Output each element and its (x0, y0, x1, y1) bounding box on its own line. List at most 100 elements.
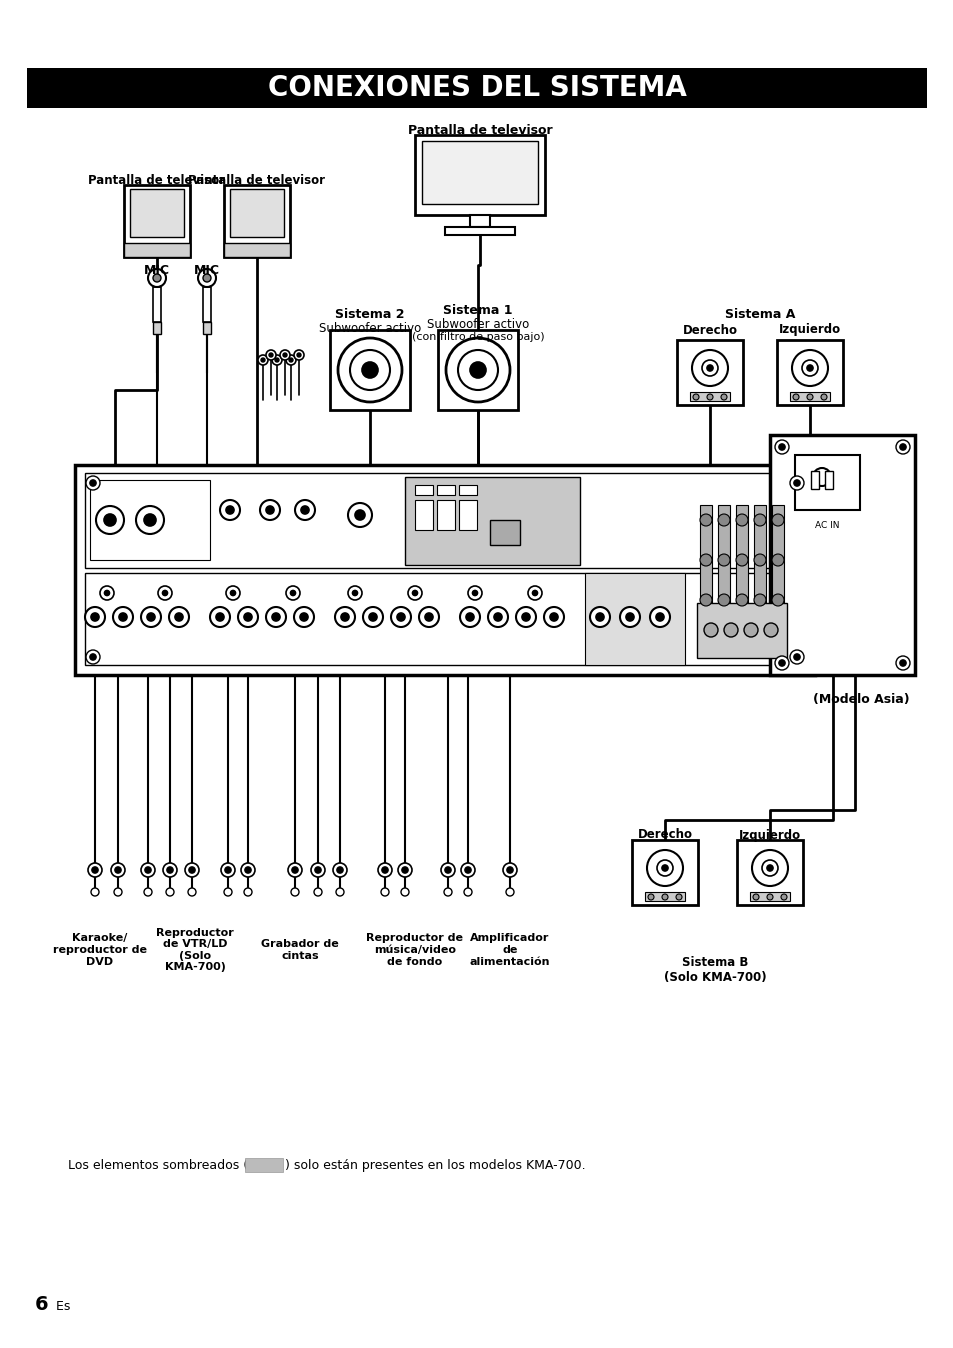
Circle shape (244, 888, 252, 896)
Circle shape (743, 623, 758, 638)
Circle shape (162, 590, 168, 596)
Circle shape (363, 607, 382, 627)
Circle shape (296, 353, 301, 357)
Circle shape (424, 613, 433, 621)
Circle shape (169, 607, 189, 627)
Circle shape (895, 439, 909, 454)
Bar (415, 135, 544, 214)
Text: 6: 6 (35, 1295, 49, 1314)
Text: Derecho: Derecho (681, 324, 737, 337)
Circle shape (718, 594, 729, 607)
Bar (677, 340, 742, 404)
Bar (458, 500, 476, 530)
Circle shape (88, 863, 102, 878)
Text: Es: Es (52, 1301, 71, 1313)
Circle shape (516, 607, 536, 627)
Circle shape (550, 613, 558, 621)
Circle shape (294, 607, 314, 627)
Circle shape (806, 394, 812, 400)
Text: Pantalla de televisor: Pantalla de televisor (407, 124, 552, 136)
Text: ) solo están presentes en los modelos KMA-700.: ) solo están presentes en los modelos KM… (285, 1158, 585, 1171)
Bar (689, 392, 729, 400)
Circle shape (244, 613, 252, 621)
Bar (437, 330, 517, 410)
Circle shape (291, 590, 295, 596)
Circle shape (444, 867, 451, 874)
Text: Pantalla de televisor: Pantalla de televisor (89, 174, 225, 186)
Bar (771, 506, 783, 635)
Circle shape (692, 394, 699, 400)
Circle shape (771, 554, 783, 566)
Text: Reproductor de
música/video
de fondo: Reproductor de música/video de fondo (366, 933, 463, 967)
Text: Sistema A: Sistema A (724, 309, 795, 322)
Circle shape (286, 586, 299, 600)
Circle shape (314, 867, 320, 874)
Bar (749, 892, 789, 900)
Circle shape (460, 863, 475, 878)
Circle shape (821, 394, 826, 400)
Circle shape (348, 586, 361, 600)
Bar (700, 506, 711, 635)
Circle shape (766, 894, 772, 900)
Bar (490, 520, 519, 545)
Circle shape (656, 613, 663, 621)
Circle shape (700, 554, 711, 566)
Circle shape (661, 865, 667, 871)
Circle shape (119, 613, 127, 621)
Circle shape (812, 468, 830, 487)
Bar (330, 330, 410, 410)
Bar (436, 485, 455, 495)
Bar (644, 892, 684, 900)
Bar (769, 435, 914, 675)
Circle shape (735, 554, 747, 566)
Circle shape (147, 613, 154, 621)
Circle shape (391, 607, 411, 627)
Bar (737, 840, 802, 905)
Circle shape (793, 480, 800, 487)
Bar (405, 477, 579, 565)
Text: AC IN: AC IN (814, 520, 839, 530)
Circle shape (203, 274, 211, 282)
Circle shape (350, 350, 390, 390)
Circle shape (283, 353, 287, 357)
Circle shape (718, 554, 729, 566)
Bar (203, 322, 211, 334)
Circle shape (649, 607, 669, 627)
Circle shape (148, 270, 166, 287)
Text: Karaoke/
reproductor de
DVD: Karaoke/ reproductor de DVD (53, 933, 147, 967)
Circle shape (274, 359, 278, 363)
Circle shape (336, 867, 343, 874)
Circle shape (335, 607, 355, 627)
Circle shape (112, 607, 132, 627)
Circle shape (401, 867, 408, 874)
Circle shape (377, 863, 392, 878)
Circle shape (691, 350, 727, 386)
Text: Los elementos sombreados (: Los elementos sombreados ( (68, 1158, 248, 1171)
Circle shape (291, 888, 298, 896)
Bar (245, 1158, 283, 1171)
Circle shape (113, 888, 122, 896)
Circle shape (792, 394, 799, 400)
Bar (75, 465, 814, 675)
Circle shape (292, 867, 297, 874)
Circle shape (86, 650, 100, 665)
Circle shape (774, 439, 788, 454)
Bar (436, 500, 455, 530)
Bar (735, 506, 747, 635)
Circle shape (703, 623, 718, 638)
Text: CONEXIONES DEL SISTEMA: CONEXIONES DEL SISTEMA (267, 74, 686, 102)
Circle shape (753, 594, 765, 607)
Circle shape (761, 860, 778, 876)
Circle shape (532, 590, 537, 596)
Circle shape (96, 506, 124, 534)
Circle shape (90, 654, 96, 661)
Circle shape (899, 661, 905, 666)
Circle shape (269, 353, 273, 357)
Circle shape (779, 443, 784, 450)
Circle shape (111, 863, 125, 878)
Circle shape (225, 867, 231, 874)
Circle shape (220, 500, 240, 520)
Bar (90, 480, 210, 559)
Text: Reproductor
de VTR/LD
(Solo
KMA-700): Reproductor de VTR/LD (Solo KMA-700) (156, 927, 233, 972)
Circle shape (720, 394, 726, 400)
